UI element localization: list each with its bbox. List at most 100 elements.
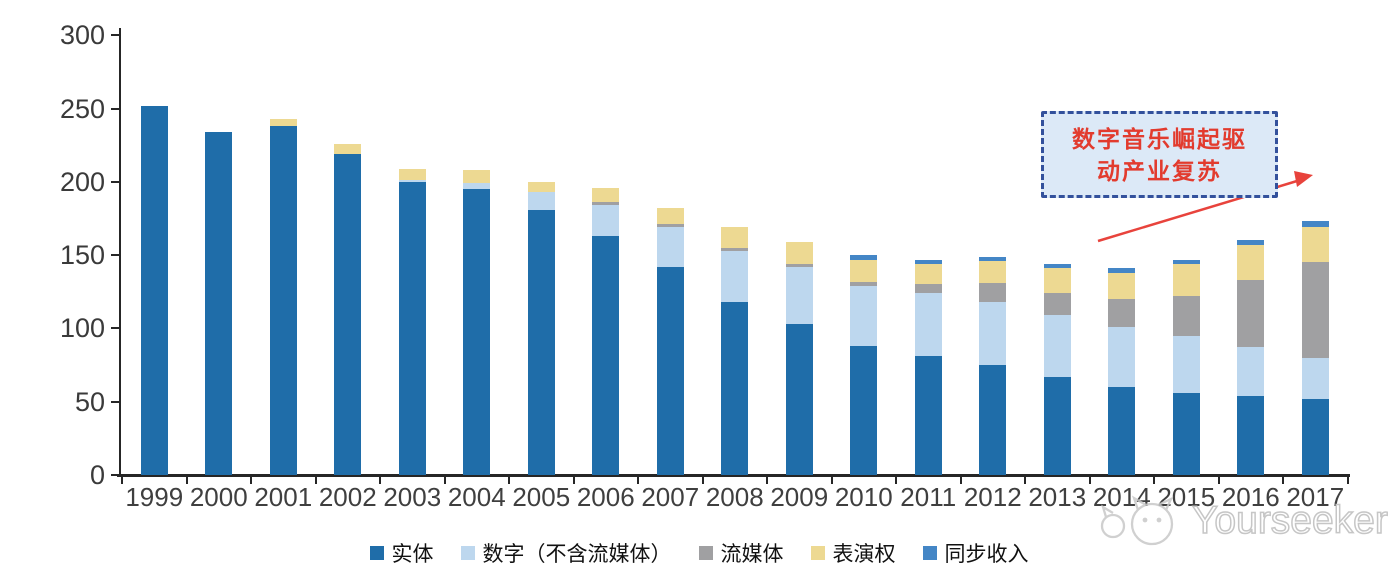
bar-segment-2008 [721, 250, 749, 303]
legend-swatch-icon [460, 546, 475, 560]
y-tick-mark [111, 474, 120, 476]
x-tick-mark [637, 476, 639, 484]
legend-item: 实体 [369, 538, 434, 568]
legend-item: 数字（不含流媒体） [460, 538, 672, 568]
bar-segment-2011 [914, 284, 942, 294]
legend-swatch-icon [369, 546, 384, 560]
annotation-text-line1: 数字音乐崛起驱 [1072, 125, 1247, 152]
bar-segment-2009 [785, 266, 813, 325]
x-tick-mark [959, 476, 962, 484]
y-tick-label: 50 [74, 386, 105, 417]
x-tick-mark [379, 476, 381, 484]
bar-2006 [592, 187, 620, 475]
x-tick-label-2002: 2002 [318, 482, 377, 512]
x-tick-mark [1024, 476, 1026, 484]
bar-segment-2016 [1237, 240, 1265, 245]
bar-2004 [463, 170, 491, 475]
x-tick-label-2006: 2006 [576, 482, 635, 512]
bar-segment-2005 [527, 209, 555, 475]
bar-segment-2000 [205, 131, 233, 475]
bar-segment-2006 [592, 236, 620, 475]
legend-label: 表演权 [832, 543, 896, 566]
legend-item: 流媒体 [698, 538, 784, 568]
bar-segment-2016 [1237, 280, 1265, 348]
bar-2013 [1043, 263, 1071, 475]
bar-segment-2007 [656, 227, 684, 267]
bar-segment-2004 [463, 183, 491, 190]
bar-segment-2016 [1237, 244, 1265, 281]
bar-segment-2010 [850, 346, 878, 475]
x-tick-mark [314, 476, 317, 484]
x-tick-label-2012: 2012 [963, 482, 1022, 512]
x-tick-label-2013: 2013 [1028, 482, 1087, 512]
bar-segment-2011 [914, 259, 942, 264]
bar-2015 [1172, 259, 1200, 475]
legend-label: 数字（不含流媒体） [482, 543, 672, 566]
x-tick-label-2008: 2008 [705, 482, 764, 512]
bar-segment-2009 [785, 263, 813, 267]
bar-segment-2005 [527, 181, 555, 193]
bar-segment-2017 [1301, 262, 1329, 358]
y-tick-label: 150 [59, 240, 105, 271]
bar-2002 [334, 143, 362, 475]
bar-segment-2010 [850, 281, 878, 286]
y-tick-mark [111, 180, 120, 183]
bar-segment-2017 [1301, 221, 1329, 228]
bar-2005 [527, 181, 555, 475]
bar-segment-2008 [721, 247, 749, 251]
bar-segment-2016 [1237, 395, 1265, 475]
x-tick-label-2007: 2007 [641, 482, 700, 512]
bar-segment-2014 [1108, 387, 1136, 475]
bar-2011 [914, 259, 942, 475]
x-tick-mark [1153, 476, 1155, 484]
bar-segment-2012 [979, 365, 1007, 475]
bar-segment-2011 [914, 356, 942, 475]
bar-2017 [1301, 221, 1329, 475]
bar-segment-2011 [914, 263, 942, 285]
bar-segment-2013 [1043, 293, 1071, 316]
bar-segment-1999 [140, 105, 168, 475]
x-tick-mark [121, 476, 123, 484]
bar-segment-2014 [1108, 272, 1136, 300]
annotation-text-line2: 动产业复苏 [1097, 157, 1222, 184]
x-tick-label-2004: 2004 [447, 482, 506, 512]
legend-label: 流媒体 [720, 543, 784, 566]
bar-2016 [1237, 240, 1265, 475]
y-tick-label: 300 [59, 20, 105, 51]
bar-2000 [205, 131, 233, 475]
bar-segment-2003 [398, 181, 426, 475]
x-tick-mark [766, 476, 768, 484]
x-tick-mark [1217, 476, 1220, 484]
bar-segment-2010 [850, 255, 878, 260]
bar-2003 [398, 168, 426, 475]
bar-segment-2007 [656, 208, 684, 225]
legend-label: 同步收入 [944, 543, 1029, 566]
bar-segment-2009 [785, 241, 813, 264]
bar-segment-2001 [269, 118, 297, 127]
bar-segment-2015 [1172, 259, 1200, 264]
legend-swatch-icon [922, 546, 937, 560]
bar-segment-2014 [1108, 268, 1136, 273]
watermark-text: Yourseeker [1191, 498, 1388, 542]
bar-segment-2004 [463, 189, 491, 475]
bar-segment-2013 [1043, 268, 1071, 294]
bar-segment-2012 [979, 302, 1007, 366]
x-tick-label-2016: 2016 [1221, 482, 1280, 512]
bar-segment-2007 [656, 266, 684, 475]
bar-segment-2012 [979, 256, 1007, 261]
bar-segment-2014 [1108, 326, 1136, 388]
x-tick-label-2011: 2011 [900, 482, 957, 512]
x-tick-mark [1346, 476, 1349, 484]
x-tick-label-2000: 2000 [189, 482, 248, 512]
bar-segment-2016 [1237, 347, 1265, 396]
y-tick-mark [111, 107, 120, 110]
bar-segment-2015 [1172, 263, 1200, 297]
y-tick-mark [111, 400, 120, 403]
y-tick-label: 100 [59, 313, 105, 344]
y-axis-line [119, 28, 121, 477]
bar-segment-2004 [463, 170, 491, 184]
y-tick-mark [111, 254, 120, 257]
bar-2001 [269, 118, 297, 475]
annotation-callout: 数字音乐崛起驱 动产业复苏 [1041, 111, 1278, 198]
x-tick-label-2001: 2001 [254, 482, 313, 512]
